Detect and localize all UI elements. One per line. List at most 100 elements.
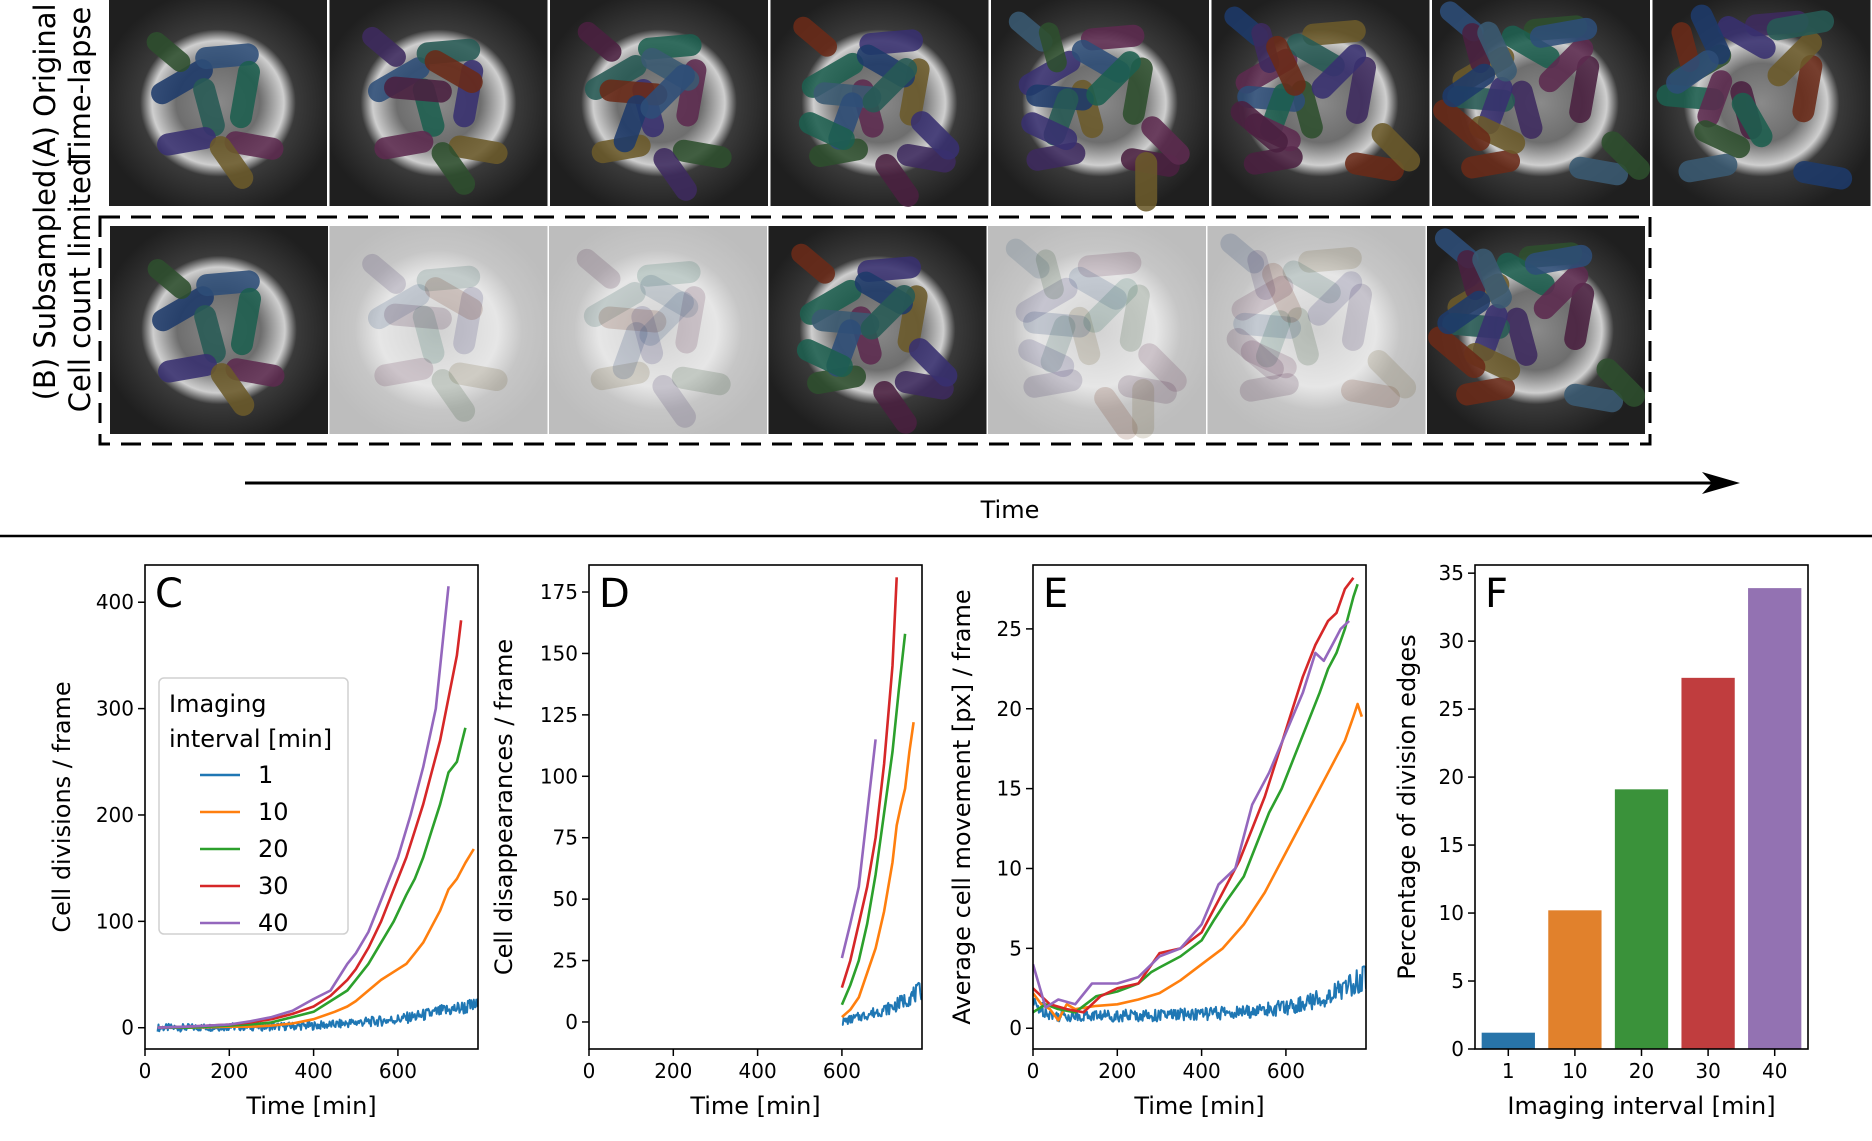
legend-entry-40: 40 [258, 909, 289, 937]
x-axis-label: Time [min] [1133, 1092, 1264, 1120]
cell-mask [1371, 123, 1421, 172]
original-frame [550, 0, 768, 206]
panel-letter: C [155, 571, 183, 617]
cell-mask [1023, 369, 1083, 398]
cell-mask [1262, 262, 1302, 323]
y-tick-label: 0 [1009, 1016, 1022, 1040]
legend-entry-10: 10 [258, 798, 289, 826]
x-axis-label: Imaging interval [min] [1507, 1092, 1775, 1120]
cell-mask [1697, 70, 1733, 128]
cell-mask [225, 358, 285, 387]
cell-mask [652, 375, 696, 428]
y-tick-label: 400 [96, 590, 134, 614]
cell-mask [1510, 80, 1543, 139]
cell-mask [146, 32, 191, 72]
cell-mask [675, 286, 706, 354]
x-tick-label: 40 [1762, 1059, 1787, 1083]
y-tick-label: 125 [540, 703, 578, 727]
cell-mask [1341, 379, 1400, 409]
cell-mask [1231, 275, 1294, 321]
time-arrow-head [1702, 472, 1740, 494]
row-a-frames [109, 0, 1871, 212]
frame-background [549, 226, 767, 434]
cell-mask [1442, 63, 1496, 108]
cell-mask [640, 274, 699, 318]
cell-mask [1505, 307, 1538, 366]
cell-mask [157, 126, 216, 156]
cell-mask [672, 139, 732, 169]
cell-mask [1230, 101, 1288, 153]
cell-mask [798, 112, 855, 150]
original-frame [770, 0, 989, 207]
cell-mask [1247, 250, 1276, 300]
panel-letter: F [1485, 571, 1508, 617]
cell-mask [1094, 386, 1138, 440]
cell-mask [1018, 339, 1075, 378]
series-group [840, 577, 922, 1026]
cell-mask [1524, 244, 1593, 275]
cell-mask [1346, 56, 1376, 124]
bar-20 [1614, 789, 1669, 1049]
cell-mask [1256, 310, 1291, 368]
cell-mask [424, 277, 483, 320]
x-tick-label: 10 [1562, 1059, 1587, 1083]
cell-mask [1766, 10, 1835, 41]
legend: Imaging interval [min] 1 10 20 30 40 [158, 677, 349, 937]
cell-mask [1298, 247, 1362, 273]
bar-10 [1548, 910, 1602, 1049]
cell-mask [1437, 290, 1491, 335]
cell-mask [1690, 4, 1731, 65]
cell-mask [224, 131, 284, 160]
series-line-1 [156, 998, 478, 1033]
x-tick-label: 600 [823, 1059, 861, 1083]
cell-mask [583, 282, 646, 327]
legend-box [158, 677, 349, 935]
cell-mask [576, 248, 621, 289]
cell-mask [1461, 149, 1521, 179]
frame-background [1207, 226, 1426, 434]
cell-mask [1220, 233, 1265, 274]
cell-mask [598, 306, 667, 333]
cell-mask [1529, 17, 1598, 48]
cell-mask [1469, 116, 1526, 154]
axes-frame [1474, 564, 1809, 1050]
cell-mask [1141, 116, 1190, 165]
row-b-frames [110, 226, 1646, 440]
x-tick-label: 0 [1027, 1059, 1040, 1083]
x-tick-label: 400 [295, 1059, 333, 1083]
cell-mask [374, 130, 434, 160]
panel-letter: D [599, 571, 630, 617]
y-tick-label: 20 [997, 697, 1022, 721]
series-line-30 [157, 620, 463, 1029]
panel-f: 1 10 20 30 40 0 5 10 15 20 25 30 35 F Imaging interval… [1393, 561, 1809, 1120]
cell-mask [1694, 120, 1751, 159]
y-tick-label: 175 [540, 580, 578, 604]
cell-mask [1342, 283, 1372, 351]
y-tick-label: 0 [1451, 1037, 1464, 1061]
cell-mask [1428, 326, 1486, 379]
cell-mask [231, 287, 261, 356]
cell-mask [210, 363, 255, 416]
cell-mask [1226, 328, 1284, 380]
cell-mask [1021, 112, 1078, 151]
cell-mask [1240, 340, 1297, 379]
row-b-label-line1: (B) Subsampled [28, 170, 62, 401]
y-tick-label: 35 [1439, 561, 1464, 585]
cell-mask [1564, 383, 1624, 413]
cell-mask [809, 138, 869, 167]
cell-mask [384, 76, 452, 103]
y-tick-label: 10 [997, 856, 1022, 880]
cell-mask [1311, 44, 1367, 99]
original-frame [1432, 0, 1651, 206]
series-line-10 [841, 722, 915, 1019]
x-tick-label: 0 [583, 1059, 596, 1083]
cell-mask [416, 265, 481, 292]
cell-mask [1472, 248, 1512, 309]
frame-background [988, 226, 1206, 434]
cell-mask [1767, 31, 1823, 87]
cell-mask [1596, 358, 1646, 407]
panel-e: 0 200 400 600 0 5 10 15 20 25 E Time [min] Average c… [948, 564, 1367, 1120]
cell-mask [1068, 266, 1127, 310]
